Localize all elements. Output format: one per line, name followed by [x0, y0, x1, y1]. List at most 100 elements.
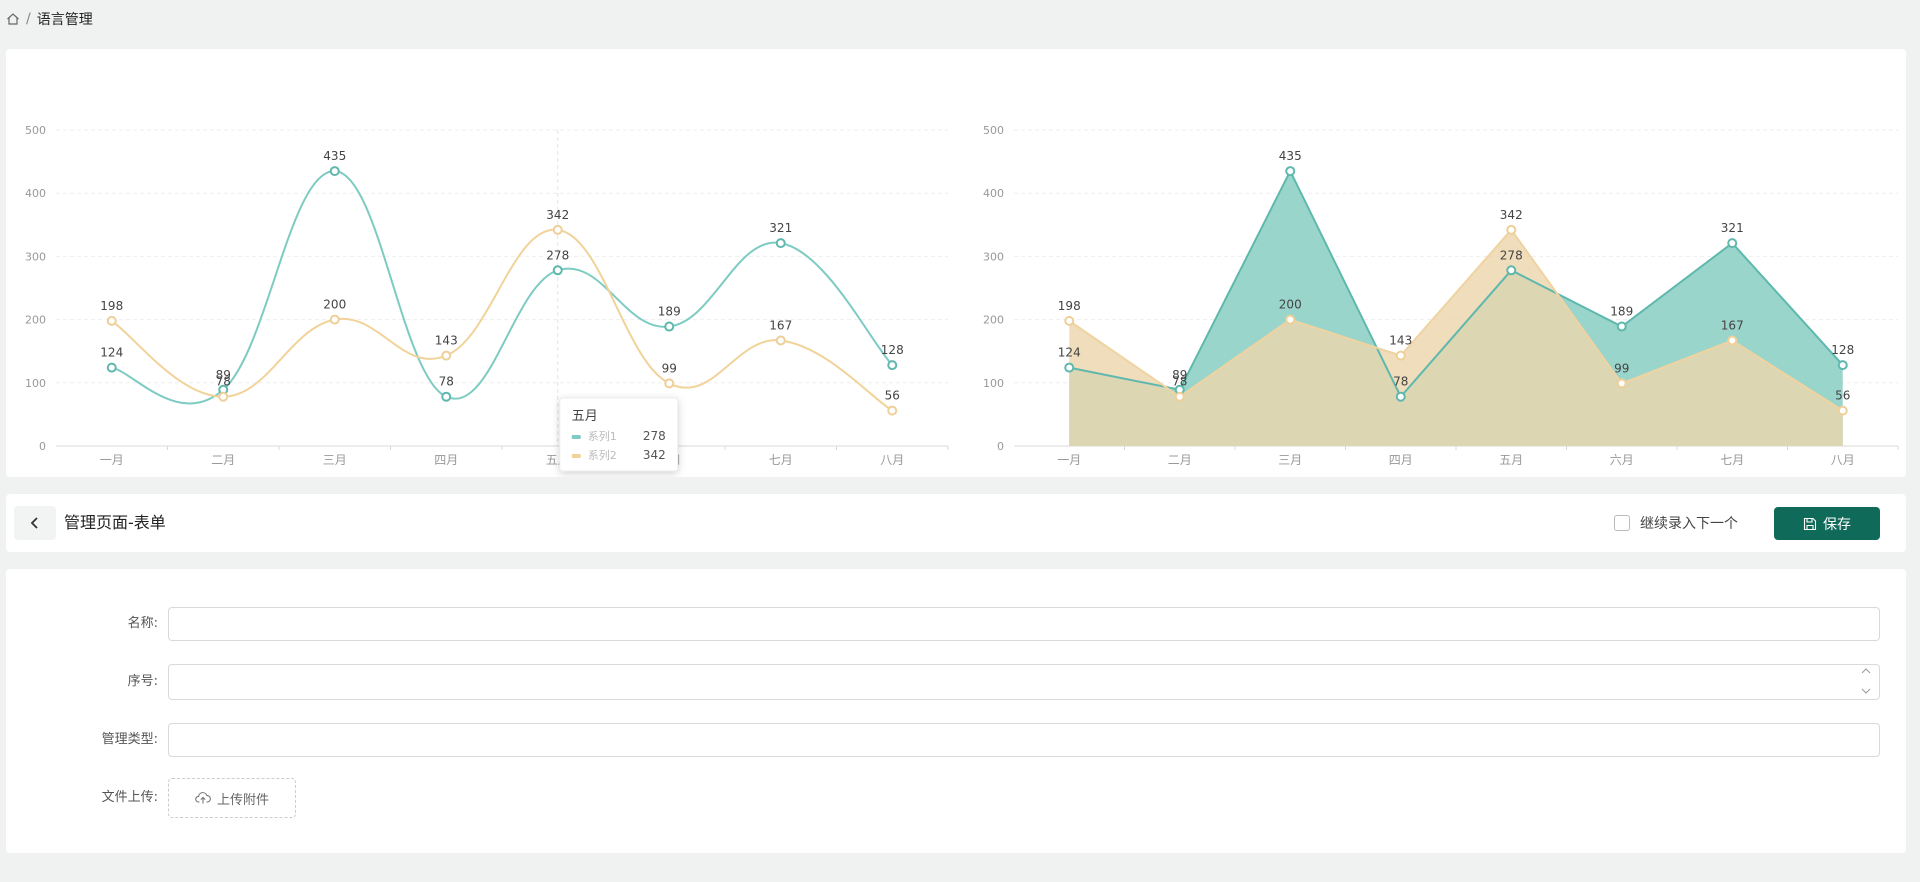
series-2-data-label: 56 [1835, 389, 1850, 403]
y-tick-label: 300 [983, 250, 1004, 263]
series-2-point[interactable] [552, 224, 563, 235]
series-1-point[interactable] [1837, 360, 1848, 371]
y-tick-label: 0 [39, 440, 46, 453]
series-1-point[interactable] [329, 166, 340, 177]
series-2-point[interactable] [1174, 391, 1185, 402]
series-1-data-label: 89 [1172, 368, 1187, 382]
series-2-point[interactable] [106, 315, 117, 326]
y-tick-label: 500 [983, 124, 1004, 137]
upload-label: 文件上传: [101, 790, 158, 805]
form-row-upload: 文件上传: 上传附件 [6, 778, 1906, 818]
tooltip-value: 342 [643, 448, 666, 462]
y-tick-label: 100 [983, 377, 1004, 390]
upload-cloud-icon [195, 792, 211, 804]
series-1-point[interactable] [1285, 166, 1296, 177]
series-2-point[interactable] [775, 335, 786, 346]
x-tick-label: 八月 [880, 453, 904, 467]
series-1-data-label: 78 [1393, 375, 1408, 389]
name-label: 名称: [127, 616, 158, 631]
series-2-point[interactable] [664, 378, 675, 389]
tooltip-box [559, 397, 679, 472]
series-2-point[interactable] [1506, 224, 1517, 235]
y-tick-label: 100 [25, 377, 46, 390]
series-2-point[interactable] [1064, 315, 1075, 326]
series-1-data-label: 435 [323, 149, 346, 163]
series-2-point[interactable] [1285, 314, 1296, 325]
series-2-data-label: 167 [1721, 318, 1744, 332]
name-input[interactable] [168, 607, 1880, 641]
tooltip-swatch [571, 454, 581, 458]
series-1-point[interactable] [441, 391, 452, 402]
series-2-point[interactable] [1616, 378, 1627, 389]
continue-checkbox[interactable] [1614, 515, 1630, 531]
x-tick-label: 一月 [100, 453, 124, 467]
series-1-point[interactable] [106, 362, 117, 373]
series-2-point[interactable] [441, 350, 452, 361]
form-card: 名称: 序号: 管理类型: 文件上传: 上传附件 [6, 569, 1906, 853]
series-2-point[interactable] [218, 391, 229, 402]
charts-card: 0100200300400500一月二月三月四月五月六月七月八月12489435… [6, 49, 1906, 477]
series-2-point[interactable] [1395, 350, 1406, 361]
form-header-bar: 管理页面-表单 继续录入下一个 保存 [6, 494, 1906, 552]
y-tick-label: 300 [25, 250, 46, 263]
x-tick-label: 四月 [434, 453, 458, 467]
x-tick-label: 三月 [1278, 453, 1302, 467]
series-2-data-label: 99 [1614, 361, 1629, 375]
x-tick-label: 七月 [769, 453, 793, 467]
series-2-point[interactable] [887, 405, 898, 416]
continue-entry-toggle[interactable]: 继续录入下一个 [1614, 494, 1738, 552]
series-1-point[interactable] [1616, 321, 1627, 332]
series-2-line [111, 228, 893, 412]
y-tick-label: 500 [25, 124, 46, 137]
tooltip-value: 278 [643, 429, 666, 443]
series-1-data-label: 128 [881, 343, 904, 357]
back-button[interactable] [14, 506, 56, 540]
series-1-point[interactable] [552, 265, 563, 276]
series-2-data-label: 56 [885, 389, 900, 403]
area-chart: 0 100 200 300 400 500 一月 二月 三月 四月 五月 六月 七月 八月 124 89 435… [964, 49, 1906, 477]
tooltip-title: 五月 [572, 409, 598, 424]
home-icon[interactable] [6, 12, 20, 26]
page-title: 管理页面-表单 [64, 513, 166, 532]
type-input[interactable] [168, 723, 1880, 757]
series-2-data-label: 198 [100, 299, 123, 313]
chart-svg: 0100200300400500一月二月三月四月五月六月七月八月12489435… [25, 124, 949, 472]
series-2-data-label: 143 [435, 334, 458, 348]
series-1-line [111, 170, 893, 405]
series-2-area [1069, 229, 1843, 446]
series-2-point[interactable] [1837, 405, 1848, 416]
x-tick-label: 二月 [211, 453, 235, 467]
tooltip-series-name: 系列2 [588, 448, 617, 462]
order-stepper[interactable] [1858, 667, 1874, 695]
breadcrumb: / 语言管理 [6, 8, 93, 30]
breadcrumb-separator: / [26, 11, 31, 27]
series-1-point[interactable] [1727, 238, 1738, 249]
upload-button[interactable]: 上传附件 [168, 778, 296, 818]
form-row-order: 序号: [6, 664, 1906, 700]
stepper-up-icon[interactable] [1861, 667, 1871, 674]
x-tick-label: 四月 [1389, 453, 1413, 467]
chart-svg: 0100200300400500一月二月三月四月五月六月七月八月12489435… [983, 124, 1899, 467]
y-tick-label: 200 [983, 314, 1004, 327]
series-2-data-label: 200 [1279, 298, 1302, 312]
series-1-point[interactable] [1506, 265, 1517, 276]
order-input[interactable] [168, 664, 1880, 700]
x-tick-label: 八月 [1831, 453, 1855, 467]
series-2-data-label: 200 [323, 298, 346, 312]
series-2-point[interactable] [329, 314, 340, 325]
save-button[interactable]: 保存 [1774, 507, 1880, 540]
series-2-data-label: 342 [1500, 208, 1523, 222]
series-2-data-label: 78 [1172, 375, 1187, 389]
series-2-data-label: 342 [546, 208, 569, 222]
series-1-point[interactable] [1064, 362, 1075, 373]
y-tick-label: 400 [25, 187, 46, 200]
series-1-point[interactable] [775, 238, 786, 249]
series-2-data-label: 167 [769, 318, 792, 332]
series-1-point[interactable] [1395, 391, 1406, 402]
series-1-point[interactable] [664, 321, 675, 332]
type-label: 管理类型: [101, 732, 158, 747]
series-2-point[interactable] [1727, 335, 1738, 346]
stepper-down-icon[interactable] [1861, 688, 1871, 695]
series-1-point[interactable] [887, 360, 898, 371]
series-1-data-label: 278 [1500, 248, 1523, 262]
